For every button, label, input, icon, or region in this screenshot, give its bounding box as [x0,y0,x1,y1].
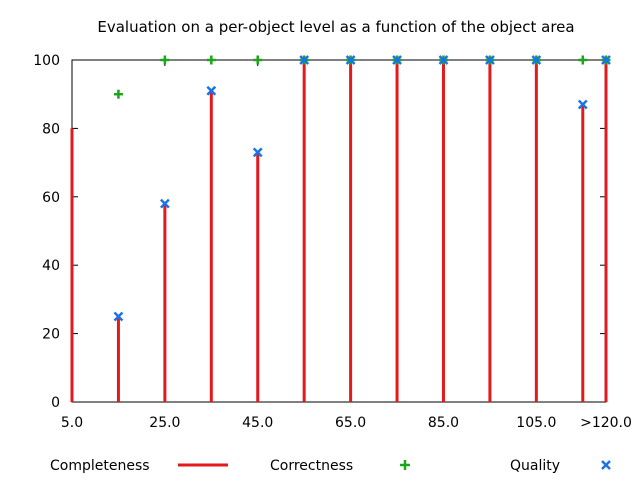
correctness-point [160,55,170,65]
quality-point [531,55,542,65]
quality-point [601,55,611,65]
x-tick-label: >120.0 [580,415,632,431]
x-tick-label: 25.0 [149,415,180,431]
plot-area: 0 20 40 60 80 100 5.0 25.0 45.0 65.0 85.0 105.0 >120… [33,53,632,431]
y-tick-label: 20 [42,327,60,343]
quality-point [392,55,402,65]
x-tick-label: 105.0 [516,415,556,431]
y-tick-label: 60 [42,190,60,206]
quality-point [299,55,310,65]
legend-label-correctness: Correctness [270,458,353,474]
correctness-point [253,55,263,65]
quality-point [159,198,170,209]
quality-point [345,55,356,65]
x-tick-label: 45.0 [242,415,273,431]
legend-swatch-quality [601,460,611,470]
x-tick-label: 5.0 [61,415,83,431]
legend-label-quality: Quality [510,458,560,474]
y-tick-label: 80 [42,121,60,137]
legend-item-completeness: Completeness [50,458,228,474]
chart-title: Evaluation on a per-object level as a fu… [97,18,574,36]
x-tick-label: 85.0 [428,415,459,431]
legend-item-correctness: Correctness [270,458,410,474]
y-tick-label: 0 [51,395,60,411]
quality-point [577,99,588,110]
quality-point [206,85,217,96]
quality-point [113,311,124,322]
correctness-point [578,55,588,65]
quality-point [252,147,263,158]
quality-point [485,55,495,65]
correctness-point [206,55,216,65]
legend-label-completeness: Completeness [50,458,150,474]
quality-point [438,55,449,65]
plot-frame [71,59,607,403]
y-tick-label: 40 [42,258,60,274]
legend: Completeness Correctness Quality [50,458,611,474]
legend-item-quality: Quality [510,458,611,474]
x-tick-label: 65.0 [335,415,366,431]
correctness-point [113,89,123,99]
legend-swatch-correctness [400,460,410,470]
y-tick-label: 100 [33,53,60,69]
